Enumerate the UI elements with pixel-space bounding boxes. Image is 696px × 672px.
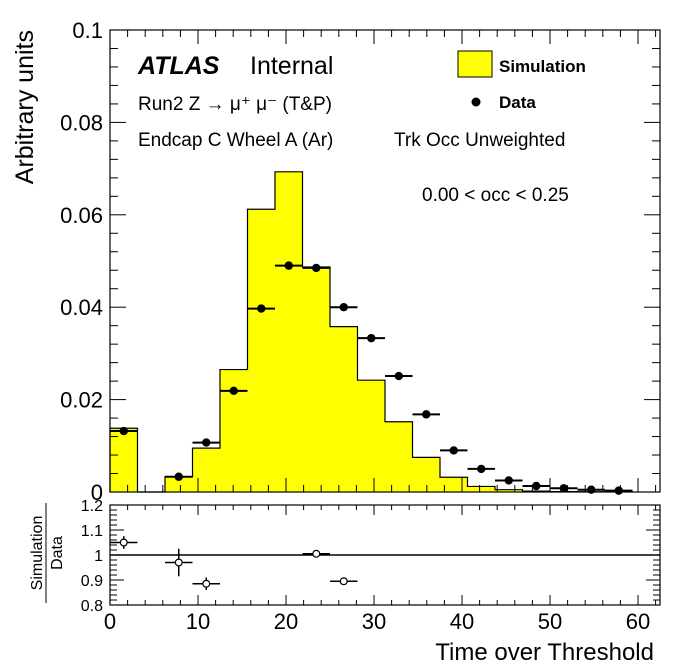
sim-bar-13 <box>467 486 495 492</box>
data-point-14 <box>532 481 541 491</box>
x-tick-labels: 0 10 20 30 40 50 60 <box>104 609 650 634</box>
legend-data-label: Data <box>499 93 536 112</box>
data-point-1 <box>174 472 183 481</box>
data-point-8 <box>367 333 376 343</box>
sim-bar-2 <box>165 476 193 492</box>
x-tick-label: 30 <box>362 609 386 634</box>
weighting-label: Trk Occ Unweighted <box>394 130 565 151</box>
data-point-12 <box>477 464 486 474</box>
data-point-11 <box>449 446 458 455</box>
main-y-tick-label: 0.08 <box>60 110 103 135</box>
sim-bar-8 <box>330 326 358 492</box>
ratio-y-tick-labels: 0.8 0.9 1 1.1 1.2 <box>81 498 103 615</box>
legend-simulation-label: Simulation <box>499 57 586 76</box>
data-point-6 <box>312 263 321 273</box>
data-point-7 <box>339 303 348 312</box>
x-tick-label: 0 <box>104 609 116 634</box>
legend-data-marker <box>471 97 481 107</box>
ratio-points <box>110 536 358 590</box>
data-point-10 <box>422 410 431 419</box>
data-point-0 <box>119 426 128 436</box>
main-y-tick-labels: 0 0.02 0.04 0.06 0.08 0.1 <box>60 18 103 505</box>
process-label: Run2 Z → μ⁺ μ⁻ (T&P) <box>138 94 332 115</box>
sim-bar-6 <box>275 171 303 493</box>
ratio-point-3 <box>312 549 321 558</box>
sim-bar-10 <box>385 421 413 492</box>
data-point-4 <box>257 304 266 313</box>
ratio-point-0 <box>119 538 128 547</box>
sim-bar-7 <box>302 267 330 492</box>
x-tick-label: 40 <box>450 609 474 634</box>
sim-bar-3 <box>192 448 220 492</box>
region-label: Endcap C Wheel A (Ar) <box>138 130 333 151</box>
data-point-15 <box>559 484 568 493</box>
atlas-label: ATLAS <box>137 52 220 80</box>
main-histogram-panel: 0 0.02 0.04 0.06 0.08 0.1 Arbitrary units ATL… <box>11 18 661 505</box>
internal-label: Internal <box>250 52 333 80</box>
data-point-2 <box>202 438 211 447</box>
main-y-tick-label: 0.04 <box>60 295 103 320</box>
ratio-point-2 <box>202 579 211 588</box>
x-tick-label: 60 <box>626 609 650 634</box>
x-axis-title: Time over Threshold <box>435 639 654 666</box>
data-points <box>110 261 633 495</box>
ratio-y-tick-label: 0.9 <box>81 573 103 590</box>
main-y-tick-label: 0.1 <box>72 18 103 43</box>
data-point-16 <box>587 485 596 494</box>
data-point-17 <box>614 486 623 495</box>
x-tick-label: 10 <box>186 609 210 634</box>
ratio-y-denominator: Data <box>49 536 66 570</box>
main-y-tick-label: 0 <box>91 480 103 505</box>
ratio-y-tick-label: 0.8 <box>81 598 103 615</box>
y-axis-title: Arbitrary units <box>11 30 39 184</box>
main-y-tick-label: 0.06 <box>60 203 103 228</box>
ratio-panel: 0.8 0.9 1 1.1 1.2 0 10 20 30 40 50 60 Simulation D… <box>29 498 661 666</box>
ratio-y-numerator: Simulation <box>29 516 46 591</box>
legend-simulation-swatch <box>457 50 493 78</box>
data-point-3 <box>229 386 238 396</box>
ratio-point-4 <box>339 577 348 586</box>
main-y-tick-label: 0.02 <box>60 388 103 413</box>
sim-bar-9 <box>357 380 385 492</box>
legend: Simulation Data <box>457 50 586 112</box>
data-point-13 <box>504 476 513 485</box>
sim-bar-5 <box>247 209 275 493</box>
ratio-axis-ticks <box>109 504 660 606</box>
ratio-y-tick-label: 1.2 <box>81 498 103 515</box>
simulation-histogram <box>109 171 634 493</box>
sim-bar-11 <box>412 457 440 492</box>
x-tick-label: 20 <box>274 609 298 634</box>
ratio-y-tick-label: 1.1 <box>81 523 103 540</box>
ratio-y-tick-label: 1 <box>94 548 103 565</box>
x-tick-label: 50 <box>538 609 562 634</box>
sim-bar-0 <box>110 428 138 492</box>
sim-bar-12 <box>440 477 468 492</box>
ratio-point-1 <box>174 558 183 567</box>
data-point-5 <box>284 261 293 270</box>
data-point-9 <box>394 371 403 381</box>
main-plot-frame <box>109 29 661 493</box>
sim-bar-14 <box>495 489 523 492</box>
occupancy-label: 0.00 < occ < 0.25 <box>422 185 569 206</box>
